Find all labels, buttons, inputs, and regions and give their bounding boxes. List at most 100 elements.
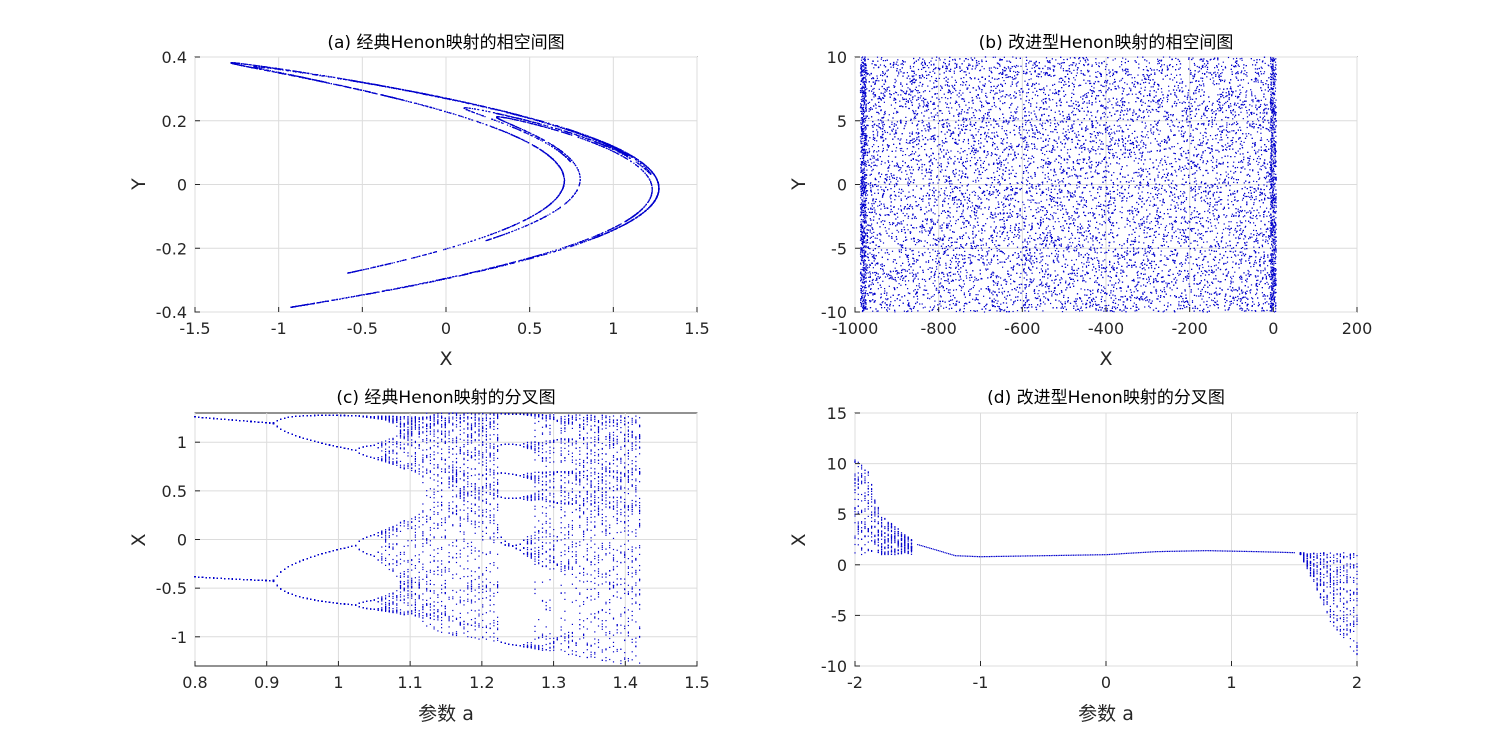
chart-a-point <box>517 114 520 116</box>
chart-a-point <box>604 142 606 144</box>
chart-a-point <box>438 109 441 111</box>
chart-a-point <box>502 265 504 267</box>
chart-a-point <box>399 287 401 289</box>
chart-a-point <box>253 66 255 68</box>
chart-a-point <box>389 263 391 265</box>
chart-a-point <box>315 74 317 76</box>
chart-a-point <box>516 119 518 121</box>
chart-a-point <box>641 161 643 164</box>
chart-a-point <box>515 117 517 119</box>
chart-a-point <box>511 113 513 115</box>
chart-a-point <box>540 254 542 256</box>
chart-a-point <box>440 109 442 111</box>
chart-a-point <box>494 237 496 239</box>
chart-a-point <box>549 156 551 158</box>
chart-a-point <box>285 69 287 71</box>
chart-a-point <box>471 119 473 121</box>
chart-a-point <box>553 159 555 162</box>
chart-a-point <box>600 233 602 235</box>
chart-a-point <box>550 203 552 205</box>
chart-a-point <box>557 128 560 131</box>
chart-a-point <box>348 79 350 81</box>
chart-a-point <box>383 290 385 292</box>
chart-a-point <box>279 72 282 74</box>
chart-a-point <box>481 269 483 271</box>
chart-a-point <box>609 144 611 146</box>
chart-a-point <box>273 70 275 73</box>
chart-a-point <box>455 114 457 116</box>
chart-a-point <box>493 119 495 121</box>
chart-a-point <box>275 68 278 70</box>
chart-a-point <box>602 144 604 146</box>
chart-a-point <box>263 66 266 68</box>
chart-a-point <box>390 289 392 291</box>
chart-a-point <box>519 129 521 131</box>
chart-a-point <box>541 209 543 211</box>
chart-a-point <box>350 80 352 82</box>
chart-a-point <box>479 121 481 124</box>
chart-a-point <box>501 234 503 236</box>
chart-a-point <box>642 212 644 214</box>
chart-a-point <box>522 226 525 228</box>
chart-a-point <box>503 233 506 235</box>
chart-a-point <box>377 291 379 293</box>
chart-a-point <box>445 248 447 250</box>
chart-a-point <box>310 78 312 80</box>
chart-a-point <box>300 305 302 307</box>
chart-a-point <box>619 226 621 228</box>
chart-a-point <box>433 280 435 282</box>
chart-a-point <box>355 88 357 90</box>
chart-a-point <box>546 206 548 208</box>
chart-a-point <box>476 104 478 107</box>
chart-a-point <box>633 218 635 220</box>
chart-a-point <box>524 219 526 221</box>
chart-a-point <box>578 132 580 134</box>
chart-a-point <box>371 267 373 269</box>
chart-a-point <box>413 102 416 104</box>
chart-a-point <box>556 196 559 198</box>
chart-a-point <box>588 135 590 137</box>
chart-a-point <box>657 192 659 194</box>
chart-a-point <box>573 243 575 245</box>
chart-a-point <box>639 162 642 164</box>
chart-a-point <box>559 128 561 131</box>
chart-a-point <box>261 65 263 67</box>
chart-a-point <box>650 182 652 184</box>
chart-a-point <box>472 103 474 105</box>
chart-a-point <box>293 306 295 308</box>
chart-a-point <box>250 64 252 66</box>
chart-a-point <box>321 75 323 77</box>
chart-a-point <box>529 122 531 124</box>
chart-a-point <box>338 298 341 300</box>
chart-a-point <box>387 263 389 265</box>
chart-a-point <box>635 161 637 163</box>
chart-a-point <box>634 158 637 161</box>
chart-a-point <box>547 251 549 254</box>
chart-a-point <box>411 285 413 287</box>
chart-a-point <box>497 231 500 233</box>
chart-a-point <box>378 291 380 293</box>
chart-a-point <box>515 125 517 128</box>
chart-a-point <box>491 118 493 120</box>
chart-a-point <box>645 174 647 176</box>
chart-a-point <box>574 164 576 166</box>
chart-a-point <box>523 139 525 141</box>
chart-a-point <box>644 172 646 174</box>
chart-a-point <box>320 80 322 82</box>
chart-a-point <box>450 98 452 100</box>
chart-a-point <box>507 112 509 114</box>
chart-a-point <box>325 81 327 84</box>
chart-a-point <box>503 234 505 236</box>
chart-a-point <box>254 66 256 68</box>
chart-a-point <box>466 273 468 275</box>
chart-a-point <box>604 233 606 235</box>
chart-a-point <box>330 76 332 78</box>
chart-a-point <box>394 288 396 290</box>
chart-a-point <box>526 258 528 261</box>
chart-a-point <box>534 123 536 125</box>
chart-a-point <box>344 297 346 299</box>
chart-a-point <box>470 102 472 105</box>
chart-a-point <box>545 152 547 154</box>
chart-a-point <box>568 131 570 134</box>
chart-a-point <box>627 156 629 158</box>
